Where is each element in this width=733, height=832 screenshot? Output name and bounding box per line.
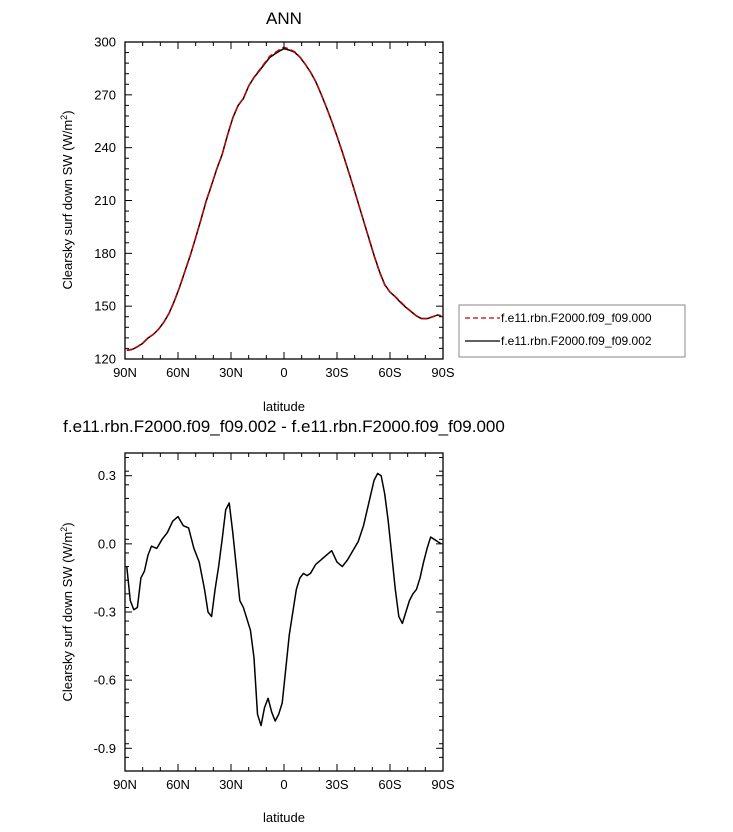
bottom-ytick-label: -0.6 (94, 673, 116, 688)
legend-label-000: f.e11.rbn.F2000.f09_f09.000 (501, 311, 652, 325)
bottom-xtick-label: 30S (325, 777, 348, 792)
bottom-xtick-label: 60S (378, 777, 401, 792)
top-chart: ANN 90N 60N 30N 0 30S 60S 90S 120 150 180 210 240 2… (59, 9, 686, 414)
top-ytick-label: 300 (94, 35, 116, 50)
bottom-chart-ticks (124, 453, 444, 772)
top-chart-ylabel: Clearsky surf down SW (W/m2) (59, 110, 75, 289)
bottom-chart: f.e11.rbn.F2000.f09_f09.002 - f.e11.rbn.… (59, 417, 505, 825)
bottom-ytick-label: 0.0 (98, 536, 116, 551)
bottom-chart-title: f.e11.rbn.F2000.f09_f09.002 - f.e11.rbn.… (63, 417, 505, 436)
bottom-xtick-label: 30N (219, 777, 243, 792)
bottom-ytick-label: -0.3 (94, 605, 116, 620)
top-ytick-label: 180 (94, 246, 116, 261)
top-ytick-label: 270 (94, 87, 116, 102)
bottom-chart-ylabel: Clearsky surf down SW (W/m2) (59, 522, 75, 701)
bottom-chart-xlabel: latitude (263, 810, 305, 825)
top-chart-xlabel: latitude (263, 399, 305, 414)
top-xtick-label: 90S (431, 365, 454, 380)
top-xtick-label: 60N (166, 365, 190, 380)
top-xtick-label: 30N (219, 365, 243, 380)
top-ytick-label: 240 (94, 140, 116, 155)
top-chart-ticks (124, 41, 444, 360)
bottom-xtick-label: 60N (166, 777, 190, 792)
bottom-series-line-0 (126, 472, 442, 727)
bottom-ytick-label: -0.9 (94, 741, 116, 756)
top-xtick-label: 60S (378, 365, 401, 380)
top-xtick-label: 0 (280, 365, 287, 380)
bottom-xtick-label: 90N (113, 777, 137, 792)
legend-label-002: f.e11.rbn.F2000.f09_f09.002 (501, 334, 652, 348)
bottom-ytick-label: 0.3 (98, 468, 116, 483)
legend-box (458, 304, 686, 358)
legend: f.e11.rbn.F2000.f09_f09.000 f.e11.rbn.F2… (458, 304, 686, 358)
top-chart-title: ANN (266, 9, 302, 28)
top-xtick-label: 30S (325, 365, 348, 380)
top-ytick-label: 120 (94, 352, 116, 367)
bottom-xtick-label: 0 (280, 777, 287, 792)
top-xtick-label: 90N (113, 365, 137, 380)
top-ytick-label: 150 (94, 299, 116, 314)
bottom-xtick-label: 90S (431, 777, 454, 792)
top-ytick-label: 210 (94, 193, 116, 208)
